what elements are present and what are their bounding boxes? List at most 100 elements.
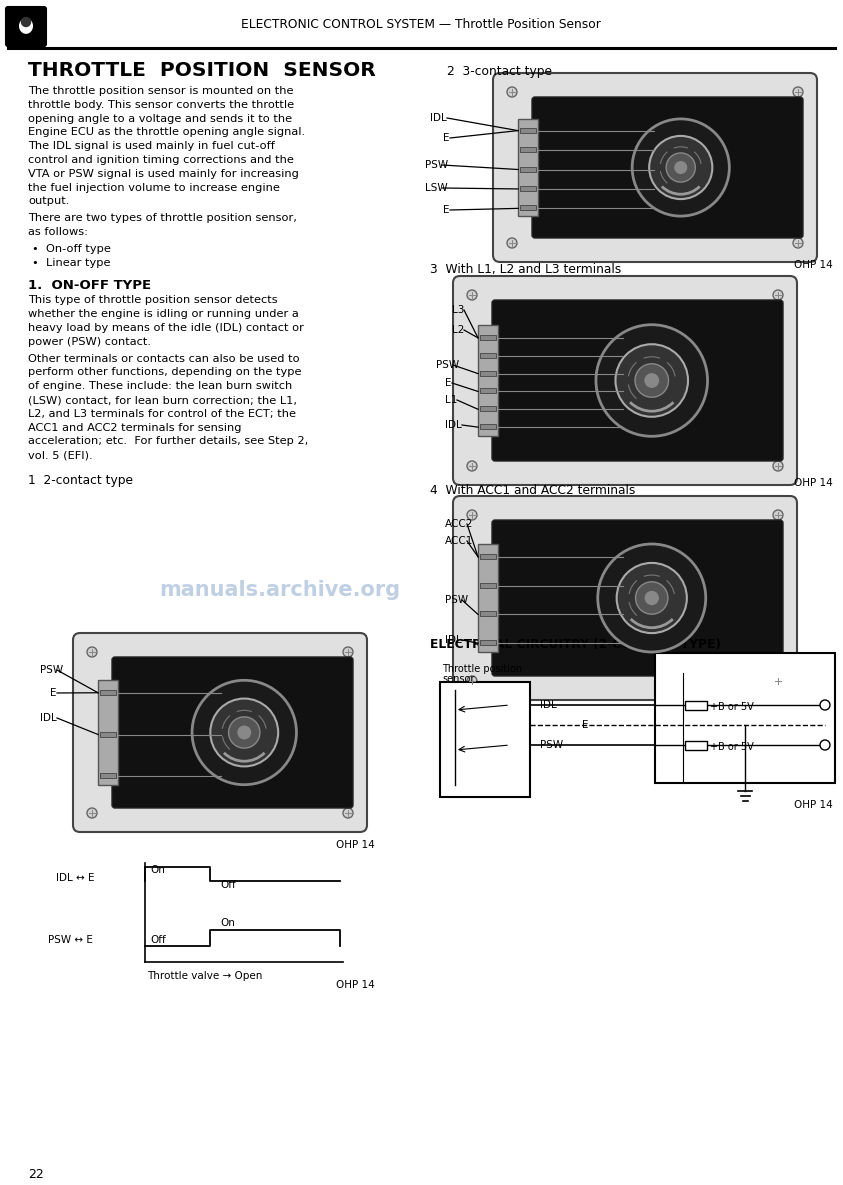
Text: OHP 14: OHP 14: [794, 260, 833, 270]
Bar: [100, 774, 116, 779]
Bar: [480, 611, 496, 616]
Bar: [480, 353, 496, 358]
FancyBboxPatch shape: [532, 97, 803, 238]
Text: LSW: LSW: [425, 182, 448, 193]
Bar: [478, 325, 498, 436]
Circle shape: [820, 739, 830, 750]
Bar: [98, 680, 118, 784]
Circle shape: [616, 563, 687, 633]
Circle shape: [645, 373, 658, 387]
Bar: [480, 371, 496, 376]
Circle shape: [675, 161, 686, 173]
Bar: [480, 335, 496, 340]
Circle shape: [596, 325, 707, 436]
Text: Off: Off: [150, 935, 166, 944]
Text: Engine ECU: Engine ECU: [715, 659, 776, 670]
Text: acceleration; etc.  For further details, see Step 2,: acceleration; etc. For further details, …: [28, 436, 309, 447]
Circle shape: [22, 18, 30, 26]
Circle shape: [467, 290, 477, 300]
Bar: [520, 128, 536, 133]
Bar: [518, 118, 538, 216]
Circle shape: [598, 544, 706, 652]
Circle shape: [773, 290, 783, 300]
Text: E: E: [443, 205, 449, 214]
Text: ELECTRONIC CONTROL SYSTEM — Throttle Position Sensor: ELECTRONIC CONTROL SYSTEM — Throttle Pos…: [241, 18, 601, 31]
Text: OHP 14: OHP 14: [794, 800, 833, 811]
Text: PSW: PSW: [40, 665, 63, 675]
Text: 1.  ON-OFF TYPE: 1. ON-OFF TYPE: [28, 280, 151, 293]
Circle shape: [507, 87, 517, 97]
Text: ELECTRICAL CIRCUITRY (2-CONTACT TYPE): ELECTRICAL CIRCUITRY (2-CONTACT TYPE): [430, 638, 721, 651]
Text: Throttle position: Throttle position: [442, 664, 522, 674]
Circle shape: [343, 808, 353, 818]
Text: PSW: PSW: [540, 739, 563, 750]
Circle shape: [793, 87, 803, 97]
Text: output.: output.: [28, 197, 69, 206]
Text: sensor: sensor: [442, 674, 475, 684]
Circle shape: [773, 510, 783, 520]
Bar: [520, 167, 536, 172]
Text: ACC1 and ACC2 terminals for sensing: ACC1 and ACC2 terminals for sensing: [28, 423, 241, 433]
Text: perform other functions, depending on the type: perform other functions, depending on th…: [28, 367, 302, 377]
Bar: [655, 653, 835, 783]
Text: 22: 22: [28, 1168, 44, 1181]
Circle shape: [649, 136, 712, 199]
Circle shape: [820, 700, 830, 710]
Text: the fuel injection volume to increase engine: the fuel injection volume to increase en…: [28, 182, 280, 193]
Bar: [440, 683, 530, 798]
Text: opening angle to a voltage and sends it to the: opening angle to a voltage and sends it …: [28, 114, 293, 123]
Text: L3: L3: [452, 305, 464, 315]
Circle shape: [467, 675, 477, 686]
Circle shape: [192, 680, 297, 784]
FancyBboxPatch shape: [453, 497, 797, 700]
Bar: [478, 544, 498, 652]
Text: OHP 14: OHP 14: [794, 478, 833, 488]
Circle shape: [210, 699, 278, 767]
FancyBboxPatch shape: [492, 300, 783, 461]
Bar: [685, 741, 707, 750]
Text: of engine. These include: the lean burn switch: of engine. These include: the lean burn …: [28, 382, 293, 391]
Text: throttle body. This sensor converts the throttle: throttle body. This sensor converts the …: [28, 100, 294, 110]
Text: IDL: IDL: [430, 113, 447, 123]
Text: heavy load by means of the idle (IDL) contact or: heavy load by means of the idle (IDL) co…: [28, 324, 303, 333]
Text: The IDL signal is used mainly in fuel cut-off: The IDL signal is used mainly in fuel cu…: [28, 141, 275, 152]
Text: IDL: IDL: [40, 713, 56, 723]
Text: On: On: [220, 918, 235, 928]
FancyBboxPatch shape: [453, 276, 797, 485]
Bar: [480, 406, 496, 411]
Text: Throttle valve → Open: Throttle valve → Open: [147, 971, 262, 981]
Bar: [480, 553, 496, 559]
Text: The throttle position sensor is mounted on the: The throttle position sensor is mounted …: [28, 87, 293, 96]
Circle shape: [773, 675, 783, 686]
Text: ACC2: ACC2: [445, 519, 474, 529]
Text: IDL ↔ E: IDL ↔ E: [56, 873, 94, 883]
Text: 4  With ACC1 and ACC2 terminals: 4 With ACC1 and ACC2 terminals: [430, 483, 636, 497]
Text: manuals.archive.org: manuals.archive.org: [159, 579, 400, 600]
Bar: [480, 640, 496, 645]
Text: +B or 5V: +B or 5V: [710, 702, 754, 712]
Bar: [685, 702, 707, 710]
Bar: [520, 147, 536, 152]
Text: •  Linear type: • Linear type: [32, 257, 110, 268]
Text: •  On-off type: • On-off type: [32, 244, 111, 254]
Text: VTA or PSW signal is used mainly for increasing: VTA or PSW signal is used mainly for inc…: [28, 168, 299, 179]
Text: Other terminals or contacts can also be used to: Other terminals or contacts can also be …: [28, 353, 299, 364]
Circle shape: [632, 118, 729, 216]
Text: IDL: IDL: [445, 419, 462, 430]
Bar: [480, 583, 496, 588]
Circle shape: [793, 238, 803, 248]
Text: L1: L1: [445, 395, 458, 405]
Circle shape: [87, 808, 97, 818]
Text: whether the engine is idling or running under a: whether the engine is idling or running …: [28, 309, 298, 319]
FancyBboxPatch shape: [493, 73, 817, 262]
Circle shape: [645, 591, 658, 604]
Text: Off: Off: [220, 880, 236, 890]
Text: +B or 5V: +B or 5V: [710, 742, 754, 752]
Circle shape: [635, 364, 668, 397]
Text: as follows:: as follows:: [28, 228, 88, 237]
Circle shape: [343, 647, 353, 656]
Text: 2  3-contact type: 2 3-contact type: [447, 64, 552, 77]
Text: E: E: [445, 378, 452, 387]
Polygon shape: [19, 19, 32, 33]
Text: L2: L2: [452, 325, 464, 335]
